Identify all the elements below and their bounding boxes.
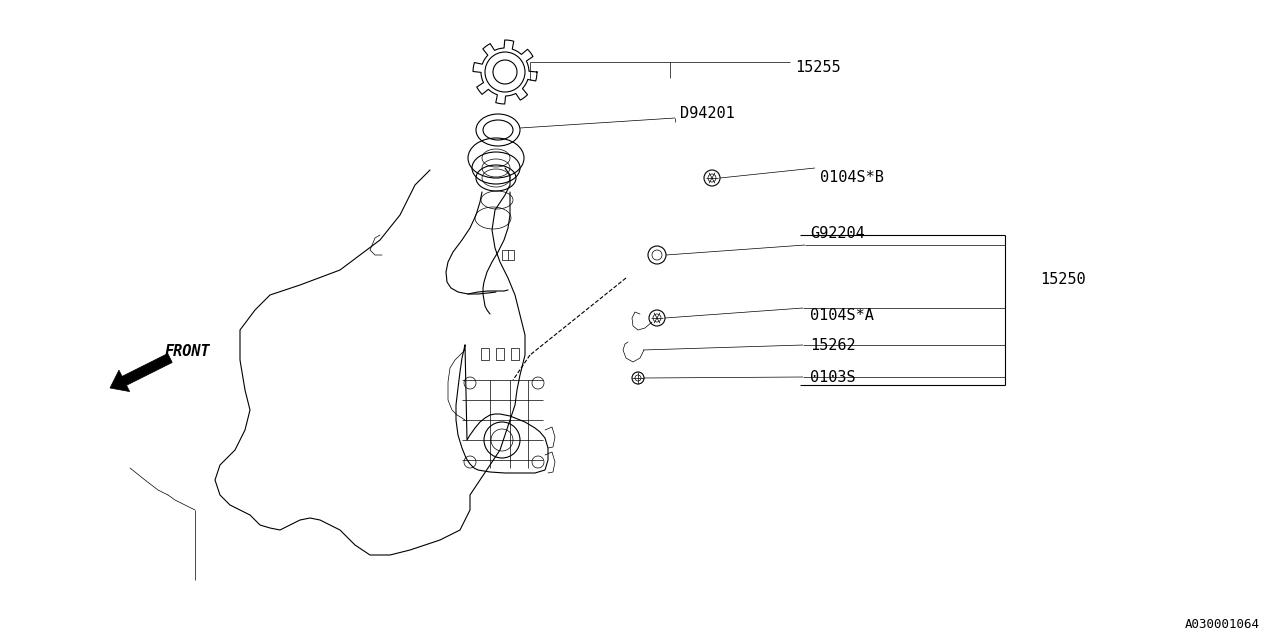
Bar [481,348,489,360]
Bar [497,348,504,360]
Text: 15255: 15255 [795,61,841,76]
Text: 15262: 15262 [810,337,855,353]
Text: 0103S: 0103S [810,369,855,385]
Text: G92204: G92204 [810,225,865,241]
Text: 15250: 15250 [1039,273,1085,287]
Bar [502,250,515,260]
Bar [511,348,518,360]
Text: 0104S*A: 0104S*A [810,307,874,323]
Text: 0104S*B: 0104S*B [820,170,884,186]
Text: D94201: D94201 [680,106,735,120]
Text: A030001064: A030001064 [1185,618,1260,632]
Polygon shape [110,353,173,392]
Text: FRONT: FRONT [165,344,211,360]
